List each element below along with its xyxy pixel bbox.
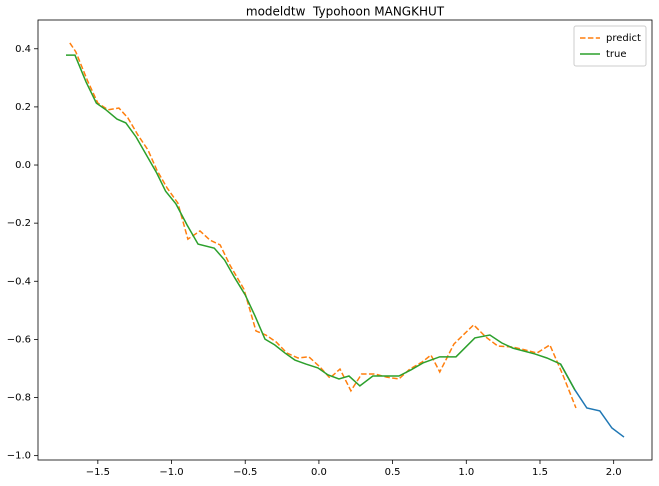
legend-box [573,25,647,67]
y-tick-label: −1.0 [7,451,31,462]
y-tick-label: 0.4 [15,44,31,55]
x-tick-label: 1.5 [532,467,548,478]
y-tick-label: −0.2 [7,218,31,229]
x-tick-label: −0.5 [233,467,257,478]
line [559,363,625,438]
y-tick-label: −0.6 [7,334,31,345]
x-tick-label: 1.0 [458,467,474,478]
x-tick-label: 0.0 [311,467,327,478]
y-tick-label: −0.8 [7,393,31,404]
y-tick-label: −0.4 [7,276,31,287]
legend-label: true [606,49,627,60]
y-tick-label: 0.0 [15,160,31,171]
plot-frame [37,19,653,461]
x-tick-label: 0.5 [385,467,401,478]
legend-label: predict [606,33,641,44]
line [69,42,577,409]
x-tick-label: −1.0 [159,467,183,478]
y-tick-label: 0.2 [15,102,31,113]
x-tick-label: 2.0 [606,467,622,478]
chart-title: modeldtw Typohoon MANGKHUT [246,5,445,19]
x-tick-label: −1.5 [86,467,110,478]
line [66,54,576,391]
